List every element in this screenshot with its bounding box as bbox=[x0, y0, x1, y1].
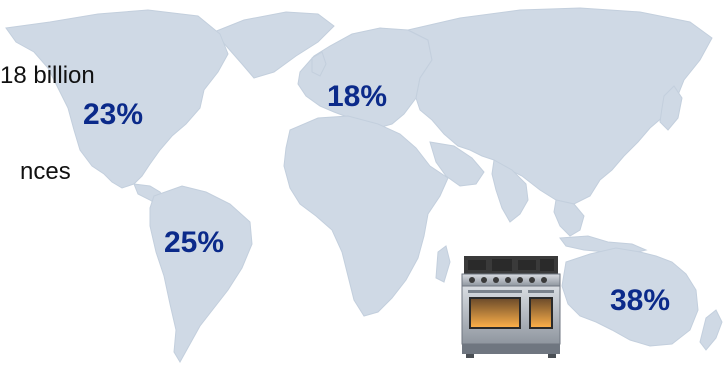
south-america-shape bbox=[149, 185, 253, 363]
kitchen-range-cooker-icon bbox=[461, 256, 561, 358]
asia-shape bbox=[406, 7, 713, 205]
europe-percentage: 18% bbox=[327, 80, 388, 113]
new-zealand-shape bbox=[699, 309, 723, 351]
north-america-percentage: 23% bbox=[83, 98, 144, 131]
japan-shape bbox=[659, 85, 683, 131]
greenland-shape bbox=[213, 11, 335, 79]
southeast-asia-shape bbox=[553, 199, 585, 237]
uk-shape bbox=[311, 51, 327, 77]
arabia-shape bbox=[429, 141, 485, 187]
headline-text-fragment-1: 18 billion bbox=[0, 62, 95, 89]
madagascar-shape bbox=[435, 245, 451, 283]
africa-shape bbox=[283, 115, 449, 317]
north-america-shape bbox=[5, 9, 229, 189]
headline-text-fragment-2: nces bbox=[20, 158, 71, 185]
south-america-percentage: 25% bbox=[164, 226, 225, 259]
australia-percentage: 38% bbox=[610, 284, 671, 317]
australia-shape bbox=[561, 247, 699, 347]
india-shape bbox=[491, 159, 529, 223]
europe-shape bbox=[297, 27, 433, 129]
